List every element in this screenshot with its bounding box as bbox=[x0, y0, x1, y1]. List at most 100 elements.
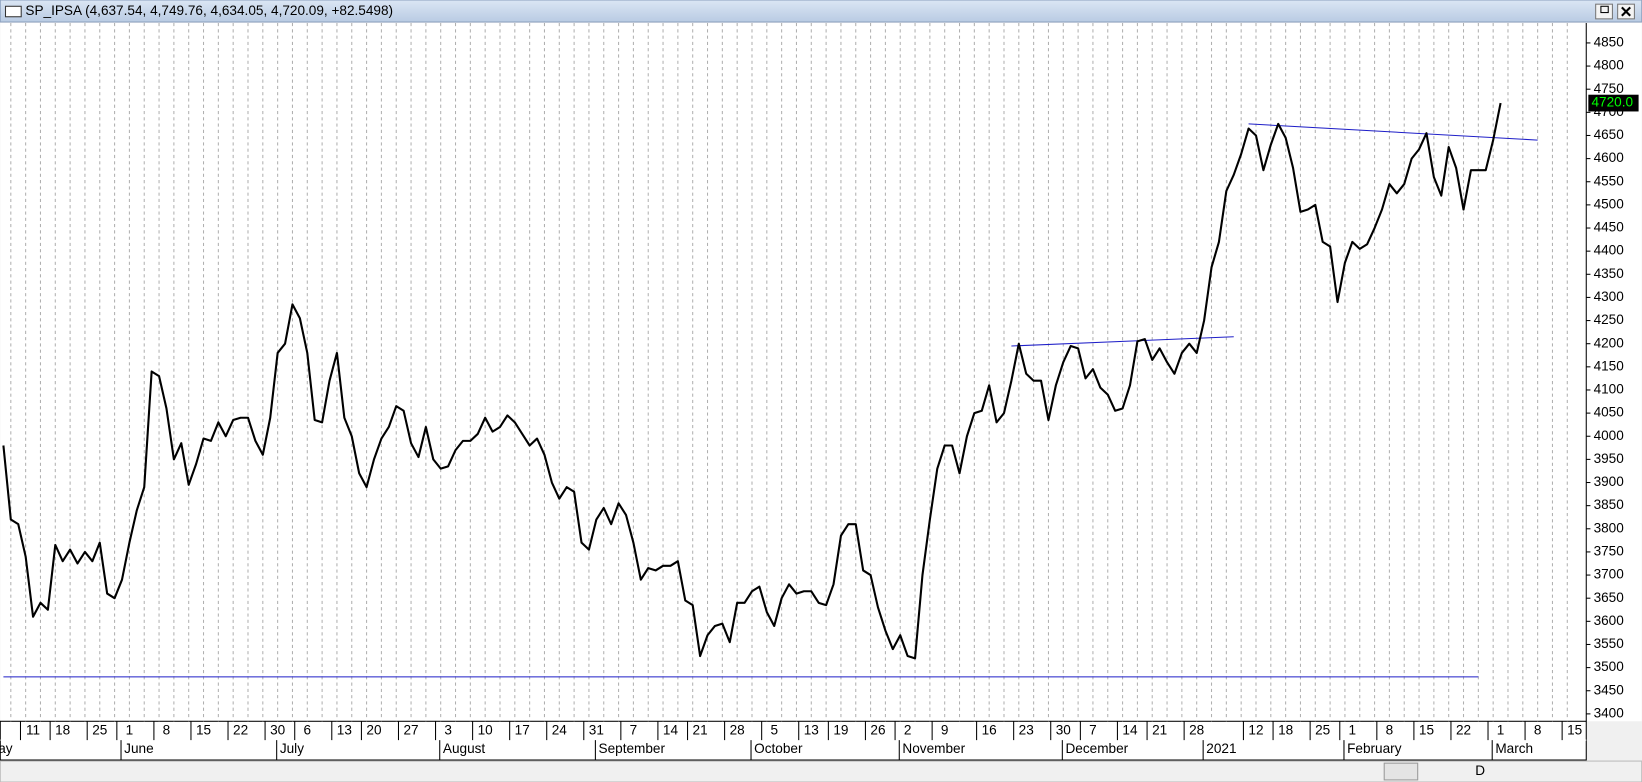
y-tick-label: 3800 bbox=[1594, 520, 1625, 535]
y-tick-label: 4850 bbox=[1594, 35, 1625, 50]
x-tick-label: 3 bbox=[444, 722, 452, 737]
x-tick-label: 25 bbox=[1315, 722, 1330, 737]
period-button[interactable]: D bbox=[1475, 763, 1485, 778]
y-tick-label: 4550 bbox=[1594, 173, 1625, 188]
month-label: June bbox=[124, 741, 153, 756]
x-tick-label: 21 bbox=[1152, 722, 1167, 737]
price-axis bbox=[1586, 23, 1642, 722]
y-tick-label: 4750 bbox=[1594, 81, 1625, 96]
y-tick-label: 4650 bbox=[1594, 127, 1625, 142]
x-tick-label: 10 bbox=[478, 722, 494, 737]
window-icon bbox=[4, 5, 22, 18]
chart-title: SP_IPSA (4,637.54, 4,749.76, 4,634.05, 4… bbox=[25, 3, 393, 18]
x-tick-label: 1 bbox=[1497, 722, 1505, 737]
window-buttons[interactable] bbox=[1595, 3, 1635, 20]
y-tick-label: 3750 bbox=[1594, 544, 1625, 559]
month-label: November bbox=[902, 741, 965, 756]
y-tick-label: 3700 bbox=[1594, 567, 1625, 582]
trend-line bbox=[1248, 123, 1538, 141]
x-tick-label: 14 bbox=[1122, 722, 1138, 737]
x-tick-label: 25 bbox=[92, 722, 107, 737]
x-tick-label: 9 bbox=[941, 722, 949, 737]
x-tick-label: 31 bbox=[589, 722, 604, 737]
y-tick-label: 3950 bbox=[1594, 451, 1625, 466]
x-tick-label: 22 bbox=[233, 722, 248, 737]
x-tick-label: 8 bbox=[1534, 722, 1542, 737]
y-tick-label: 3650 bbox=[1594, 590, 1625, 605]
x-tick-label: 28 bbox=[1189, 722, 1204, 737]
x-tick-label: 1 bbox=[1349, 722, 1357, 737]
x-tick-label: 14 bbox=[663, 722, 679, 737]
x-tick-label: 20 bbox=[366, 722, 382, 737]
y-tick-label: 4600 bbox=[1594, 150, 1625, 165]
x-tick-label: 12 bbox=[1248, 722, 1263, 737]
x-tick-label: 15 bbox=[1419, 722, 1434, 737]
y-tick-label: 4000 bbox=[1594, 428, 1625, 443]
y-tick-label: 3450 bbox=[1594, 682, 1625, 697]
x-tick-label: 24 bbox=[552, 722, 568, 737]
y-tick-label: 4800 bbox=[1594, 58, 1625, 73]
x-tick-label: 19 bbox=[833, 722, 848, 737]
month-label: February bbox=[1347, 741, 1402, 756]
trend-line bbox=[1011, 336, 1234, 347]
y-tick-label: 4050 bbox=[1594, 405, 1625, 420]
x-tick-label: 5 bbox=[770, 722, 778, 737]
y-tick-label: 3500 bbox=[1594, 659, 1625, 674]
x-tick-label: 30 bbox=[1056, 722, 1072, 737]
x-tick-label: 21 bbox=[693, 722, 708, 737]
y-tick-label: 3400 bbox=[1594, 705, 1625, 720]
x-tick-label: 8 bbox=[1386, 722, 1394, 737]
y-tick-label: 4150 bbox=[1594, 358, 1625, 373]
month-label: August bbox=[443, 741, 486, 756]
x-tick-label: 18 bbox=[1278, 722, 1293, 737]
x-tick-label: 22 bbox=[1456, 722, 1471, 737]
x-tick-label: 27 bbox=[403, 722, 418, 737]
y-tick-label: 4300 bbox=[1594, 289, 1625, 304]
x-tick-label: 13 bbox=[337, 722, 352, 737]
x-tick-label: 13 bbox=[804, 722, 819, 737]
y-tick-label: 4450 bbox=[1594, 220, 1625, 235]
month-label: 2021 bbox=[1206, 741, 1236, 756]
y-tick-label: 4100 bbox=[1594, 382, 1625, 397]
x-tick-label: 15 bbox=[196, 722, 211, 737]
x-tick-label: 30 bbox=[270, 722, 286, 737]
y-tick-label: 4350 bbox=[1594, 266, 1625, 281]
x-tick-label: 1 bbox=[126, 722, 134, 737]
y-tick-label: 4250 bbox=[1594, 312, 1625, 327]
last-price-label: 4720.0 bbox=[1591, 95, 1633, 110]
x-tick-label: 16 bbox=[982, 722, 997, 737]
x-tick-label: 6 bbox=[304, 722, 312, 737]
month-label: July bbox=[280, 741, 304, 756]
y-tick-label: 3900 bbox=[1594, 474, 1625, 489]
x-tick-label: 23 bbox=[1019, 722, 1034, 737]
x-tick-label: 11 bbox=[26, 722, 40, 737]
x-tick-label: 28 bbox=[730, 722, 745, 737]
restore-icon bbox=[1600, 5, 1609, 14]
y-tick-label: 3600 bbox=[1594, 613, 1625, 628]
x-tick-label: 8 bbox=[163, 722, 171, 737]
month-label: ay bbox=[0, 741, 13, 756]
month-label: October bbox=[754, 741, 803, 756]
y-tick-label: 4200 bbox=[1594, 335, 1625, 350]
x-tick-label: 17 bbox=[515, 722, 530, 737]
month-label: December bbox=[1065, 741, 1128, 756]
y-tick-label: 3550 bbox=[1594, 636, 1625, 651]
month-label: March bbox=[1495, 741, 1533, 756]
y-tick-label: 4400 bbox=[1594, 243, 1625, 258]
plot-area bbox=[0, 23, 1587, 722]
last-price-marker bbox=[1588, 94, 1639, 112]
x-tick-label: 7 bbox=[1089, 722, 1097, 737]
price-line bbox=[2, 102, 1502, 660]
x-tick-label: 7 bbox=[630, 722, 638, 737]
x-tick-label: 18 bbox=[55, 722, 70, 737]
x-tick-label: 15 bbox=[1567, 722, 1582, 737]
close-icon bbox=[1621, 6, 1631, 17]
y-tick-label: 4500 bbox=[1594, 196, 1625, 211]
month-label: September bbox=[599, 741, 666, 756]
y-tick-label: 3850 bbox=[1594, 497, 1625, 512]
x-tick-label: 26 bbox=[870, 722, 885, 737]
scroll-thumb[interactable] bbox=[1383, 762, 1419, 781]
x-tick-label: 2 bbox=[904, 722, 912, 737]
